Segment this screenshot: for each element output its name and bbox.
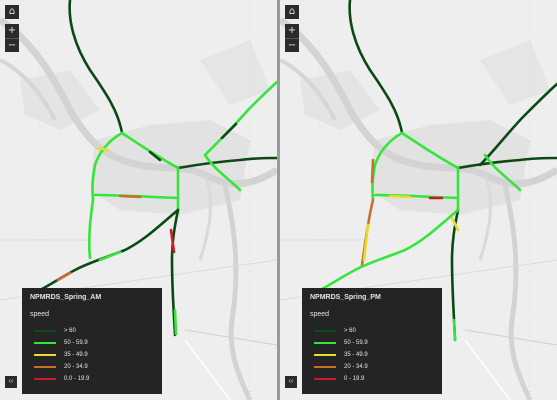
legend-swatch [314, 366, 336, 368]
legend-swatch [34, 366, 56, 368]
legend-row: 0.0 - 19.9 [30, 373, 154, 385]
legend-swatch [34, 354, 56, 356]
legend-label: 50 - 59.9 [64, 340, 88, 346]
legend-title: NPMRDS_Spring_AM [30, 294, 102, 301]
home-icon: ⌂ [8, 6, 16, 17]
zoom-control: + − [285, 24, 299, 52]
map-panel-pm[interactable]: ⌂ + − NPMRDS_Spring_PM speed > 60 50 - 5… [280, 0, 557, 400]
legend-row: > 60 [310, 325, 434, 337]
road-network-pm [303, 0, 557, 342]
home-button[interactable]: ⌂ [285, 5, 299, 19]
zoom-in-button[interactable]: + [7, 25, 17, 36]
legend-row: > 60 [30, 325, 154, 337]
legend-label: 0 - 19.9 [344, 376, 365, 382]
zoom-out-button[interactable]: − [5, 38, 19, 53]
home-button[interactable]: ⌂ [5, 5, 19, 19]
legend-label: > 60 [344, 328, 356, 334]
legend-swatch [314, 354, 336, 356]
legend-label: 20 - 34.9 [64, 364, 88, 370]
map-canvas-pm[interactable] [280, 0, 557, 400]
legend-field-label: speed [30, 311, 50, 318]
legend-swatch [34, 330, 56, 332]
collapse-icon: ‹‹ [288, 378, 294, 385]
legend-title: NPMRDS_Spring_PM [310, 294, 381, 301]
zoom-out-button[interactable]: − [285, 38, 299, 53]
legend-row: 35 - 49.9 [310, 349, 434, 361]
legend-row: 35 - 49.9 [30, 349, 154, 361]
legend-label: 0.0 - 19.9 [64, 376, 90, 382]
legend-label: 20 - 34.9 [344, 364, 368, 370]
legend-row: 20 - 34.9 [310, 361, 434, 373]
legend-collapse-button[interactable]: ‹‹ [5, 376, 17, 388]
legend-row: 50 - 59.9 [30, 337, 154, 349]
legend-label: 35 - 49.9 [64, 352, 88, 358]
home-icon: ⌂ [288, 6, 296, 17]
legend-swatch [34, 378, 56, 380]
legend-field-label: speed [310, 311, 330, 318]
legend-swatch [314, 330, 336, 332]
legend-am: NPMRDS_Spring_AM speed > 60 50 - 59.9 35… [22, 288, 162, 394]
legend-swatch [314, 378, 336, 380]
legend-swatch [314, 342, 336, 344]
legend-row: 50 - 59.9 [310, 337, 434, 349]
legend-label: 50 - 59.9 [344, 340, 368, 346]
legend-label: > 60 [64, 328, 76, 334]
legend-pm: NPMRDS_Spring_PM speed > 60 50 - 59.9 35… [302, 288, 442, 394]
map-canvas-am[interactable] [0, 0, 277, 400]
collapse-icon: ‹‹ [8, 378, 14, 385]
map-panel-am[interactable]: ⌂ + − NPMRDS_Spring_AM speed > 60 50 - 5… [0, 0, 277, 400]
panel-divider[interactable] [277, 0, 280, 400]
legend-collapse-button[interactable]: ‹‹ [285, 376, 297, 388]
zoom-control: + − [5, 24, 19, 52]
legend-label: 35 - 49.9 [344, 352, 368, 358]
legend-row: 20 - 34.9 [30, 361, 154, 373]
legend-row: 0 - 19.9 [310, 373, 434, 385]
road-network-am [23, 0, 277, 337]
zoom-in-button[interactable]: + [287, 25, 297, 36]
legend-swatch [34, 342, 56, 344]
